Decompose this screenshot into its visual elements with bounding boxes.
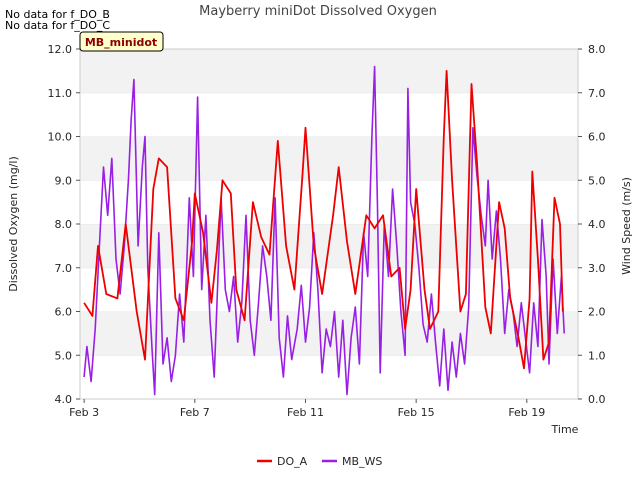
background-band xyxy=(80,180,578,224)
x-axis-label: Time xyxy=(551,423,579,436)
y-axis-label: Dissolved Oxygen (mg/l) xyxy=(7,156,20,291)
no-data-note-b: No data for f_DO_B xyxy=(5,8,110,21)
legend: DO_A MB_WS xyxy=(257,455,382,468)
y2-axis-ticks: 0.0 1.0 2.0 3.0 4.0 5.0 6.0 7.0 8.0 xyxy=(578,43,606,406)
background-band xyxy=(80,49,578,93)
x-axis-ticks: Feb 3 Feb 7 Feb 11 Feb 15 Feb 19 xyxy=(69,399,545,419)
x-tick-label: Feb 15 xyxy=(398,406,435,419)
y-axis-ticks: 4.0 5.0 6.0 7.0 8.0 9.0 10.0 11.0 12.0 xyxy=(48,43,80,406)
x-tick-label: Feb 7 xyxy=(180,406,210,419)
y2-tick-label: 8.0 xyxy=(588,43,606,56)
series-line-do-a xyxy=(83,70,564,370)
series-line-mb-ws xyxy=(83,65,565,396)
y-tick-label: 8.0 xyxy=(55,218,73,231)
site-badge-label: MB_minidot xyxy=(85,36,157,49)
x-tick-label: Feb 19 xyxy=(508,406,545,419)
y-tick-label: 5.0 xyxy=(55,349,73,362)
y2-tick-label: 7.0 xyxy=(588,87,606,100)
background-band xyxy=(80,92,578,137)
y2-tick-label: 5.0 xyxy=(588,174,606,187)
y-tick-label: 4.0 xyxy=(55,393,73,406)
legend-label-mb-ws: MB_WS xyxy=(342,455,382,468)
y2-tick-label: 1.0 xyxy=(588,349,606,362)
x-tick-label: Feb 3 xyxy=(69,406,99,419)
no-data-note-c: No data for f_DO_C xyxy=(5,19,110,32)
y2-tick-label: 0.0 xyxy=(588,393,606,406)
chart-title: Mayberry miniDot Dissolved Oxygen xyxy=(199,4,437,19)
legend-label-do-a: DO_A xyxy=(277,455,308,468)
y-tick-label: 10.0 xyxy=(48,131,73,144)
background-band xyxy=(80,136,578,181)
y-tick-label: 11.0 xyxy=(48,87,73,100)
series-layer xyxy=(83,65,565,396)
x-tick-label: Feb 11 xyxy=(287,406,324,419)
y-tick-label: 12.0 xyxy=(48,43,73,56)
site-badge: MB_minidot xyxy=(79,31,164,52)
y2-tick-label: 2.0 xyxy=(588,306,606,319)
site-badge-box xyxy=(79,31,164,52)
y-tick-label: 7.0 xyxy=(55,262,73,275)
y-tick-label: 9.0 xyxy=(55,174,73,187)
y2-tick-label: 3.0 xyxy=(588,262,606,275)
y-tick-label: 6.0 xyxy=(55,306,73,319)
y2-tick-label: 4.0 xyxy=(588,218,606,231)
y2-axis-label: Wind Speed (m/s) xyxy=(620,177,633,275)
y2-tick-label: 6.0 xyxy=(588,131,606,144)
